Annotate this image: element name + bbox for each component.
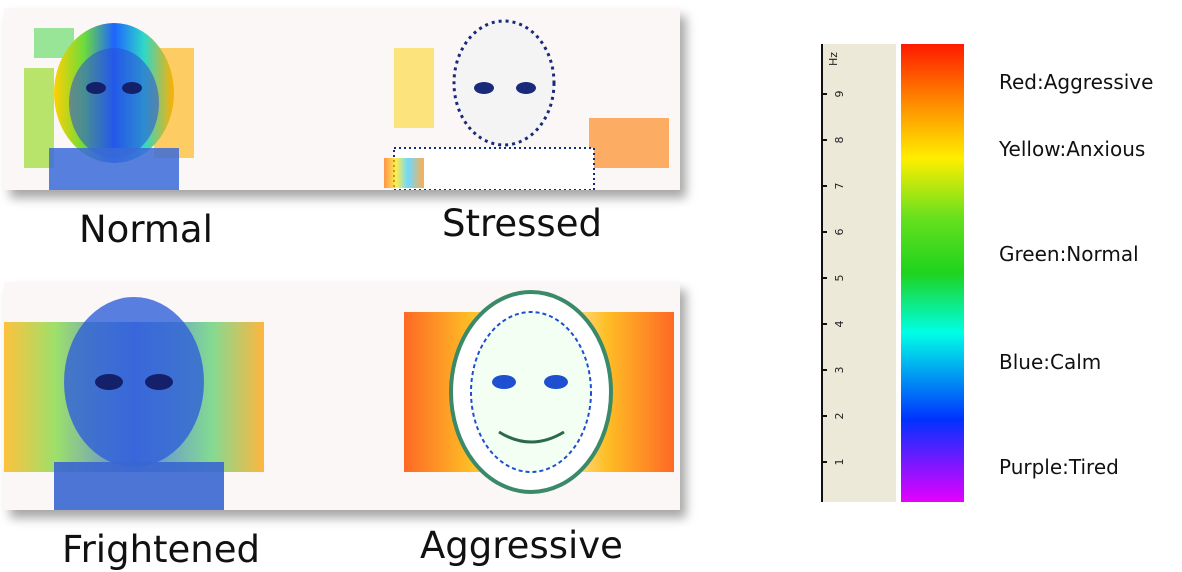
thermal-face-aggressive	[404, 290, 674, 494]
scale-tick-label: 1	[833, 459, 846, 466]
thermal-panel-top	[4, 8, 680, 190]
thermal-images-top	[24, 19, 669, 190]
scale-tick-label: 6	[833, 229, 846, 236]
thermal-images-bottom	[4, 290, 674, 510]
legend-label-purple: Purple:Tired	[999, 455, 1119, 479]
thermal-face-normal	[24, 23, 194, 190]
legend-label-red: Red:Aggressive	[999, 70, 1154, 94]
legend-label-green: Green:Normal	[999, 242, 1139, 266]
spectrum-bar	[901, 44, 964, 502]
scale-tick-label: 5	[833, 275, 846, 282]
scale-tick-label: 3	[833, 367, 846, 374]
thermal-panel-bottom	[4, 282, 680, 510]
scale-tick-label: 9	[833, 91, 846, 98]
scale-ticks: 1 2 3 4 5 6 7 8 9	[822, 91, 846, 466]
scale-tick-label: 2	[833, 413, 846, 420]
scale-tick-label: 4	[833, 321, 846, 328]
scale-tick-label: 8	[833, 137, 846, 144]
legend-label-yellow: Yellow:Anxious	[999, 137, 1146, 161]
thermal-face-frightened	[4, 297, 264, 510]
thermal-face-stressed	[384, 19, 669, 190]
legend-label-blue: Blue:Calm	[999, 350, 1102, 374]
frequency-color-scale: 1 2 3 4 5 6 7 8 9 Hz	[821, 44, 964, 502]
caption-frightened: Frightened	[62, 528, 260, 571]
caption-stressed: Stressed	[442, 202, 602, 245]
scale-tick-label: 7	[833, 183, 846, 190]
scale-unit-label: Hz	[827, 52, 840, 66]
scale-ruler-background	[821, 44, 896, 502]
caption-normal: Normal	[79, 208, 213, 251]
caption-aggressive: Aggressive	[420, 524, 623, 567]
